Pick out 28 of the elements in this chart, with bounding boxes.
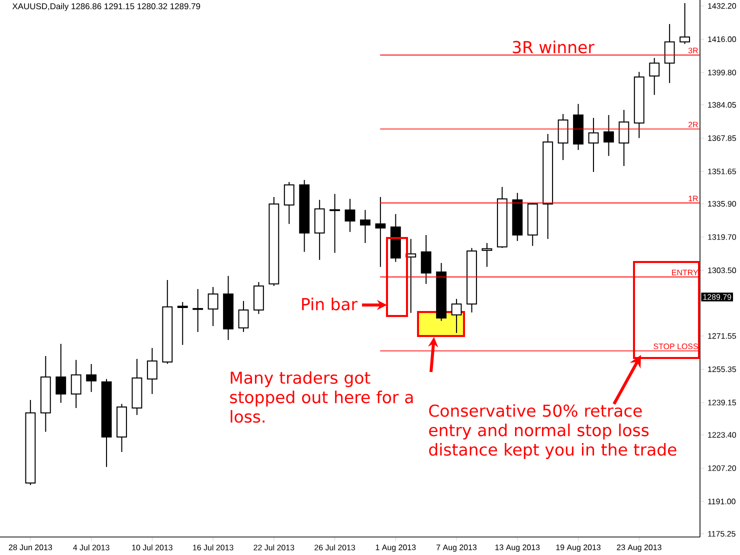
annotation: Conservative 50% retrace entry and normal stop loss distance kept you in the trade <box>429 404 676 459</box>
candlestick <box>618 109 630 166</box>
candlestick <box>344 198 356 232</box>
candlestick <box>482 242 492 268</box>
candlestick <box>330 193 340 254</box>
candlestick <box>680 2 690 44</box>
candlestick <box>86 364 97 392</box>
candlestick <box>56 343 66 404</box>
annotation: Many traders got stopped out here for a loss. <box>230 371 413 423</box>
annotation: Pin bar <box>302 298 358 310</box>
candlestick <box>558 114 568 161</box>
candlestick <box>664 24 675 84</box>
annotation: 3R winner <box>512 40 594 54</box>
candlestick <box>208 286 218 327</box>
candlestick <box>360 209 370 244</box>
candlestick <box>420 234 432 284</box>
candlestick <box>284 182 294 224</box>
candlestick <box>192 288 204 332</box>
candlestick <box>238 300 249 332</box>
candlestick <box>177 301 188 346</box>
candlestick <box>146 348 158 395</box>
candlestick <box>375 196 386 268</box>
candlestick <box>649 57 660 96</box>
candlestick <box>451 298 462 334</box>
chart-title: XAUUSD,Daily 1286.86 1291.15 1280.32 1289.79 <box>12 3 200 11</box>
candlestick <box>588 117 599 172</box>
candlestick <box>70 359 82 408</box>
candlestick <box>603 114 614 156</box>
